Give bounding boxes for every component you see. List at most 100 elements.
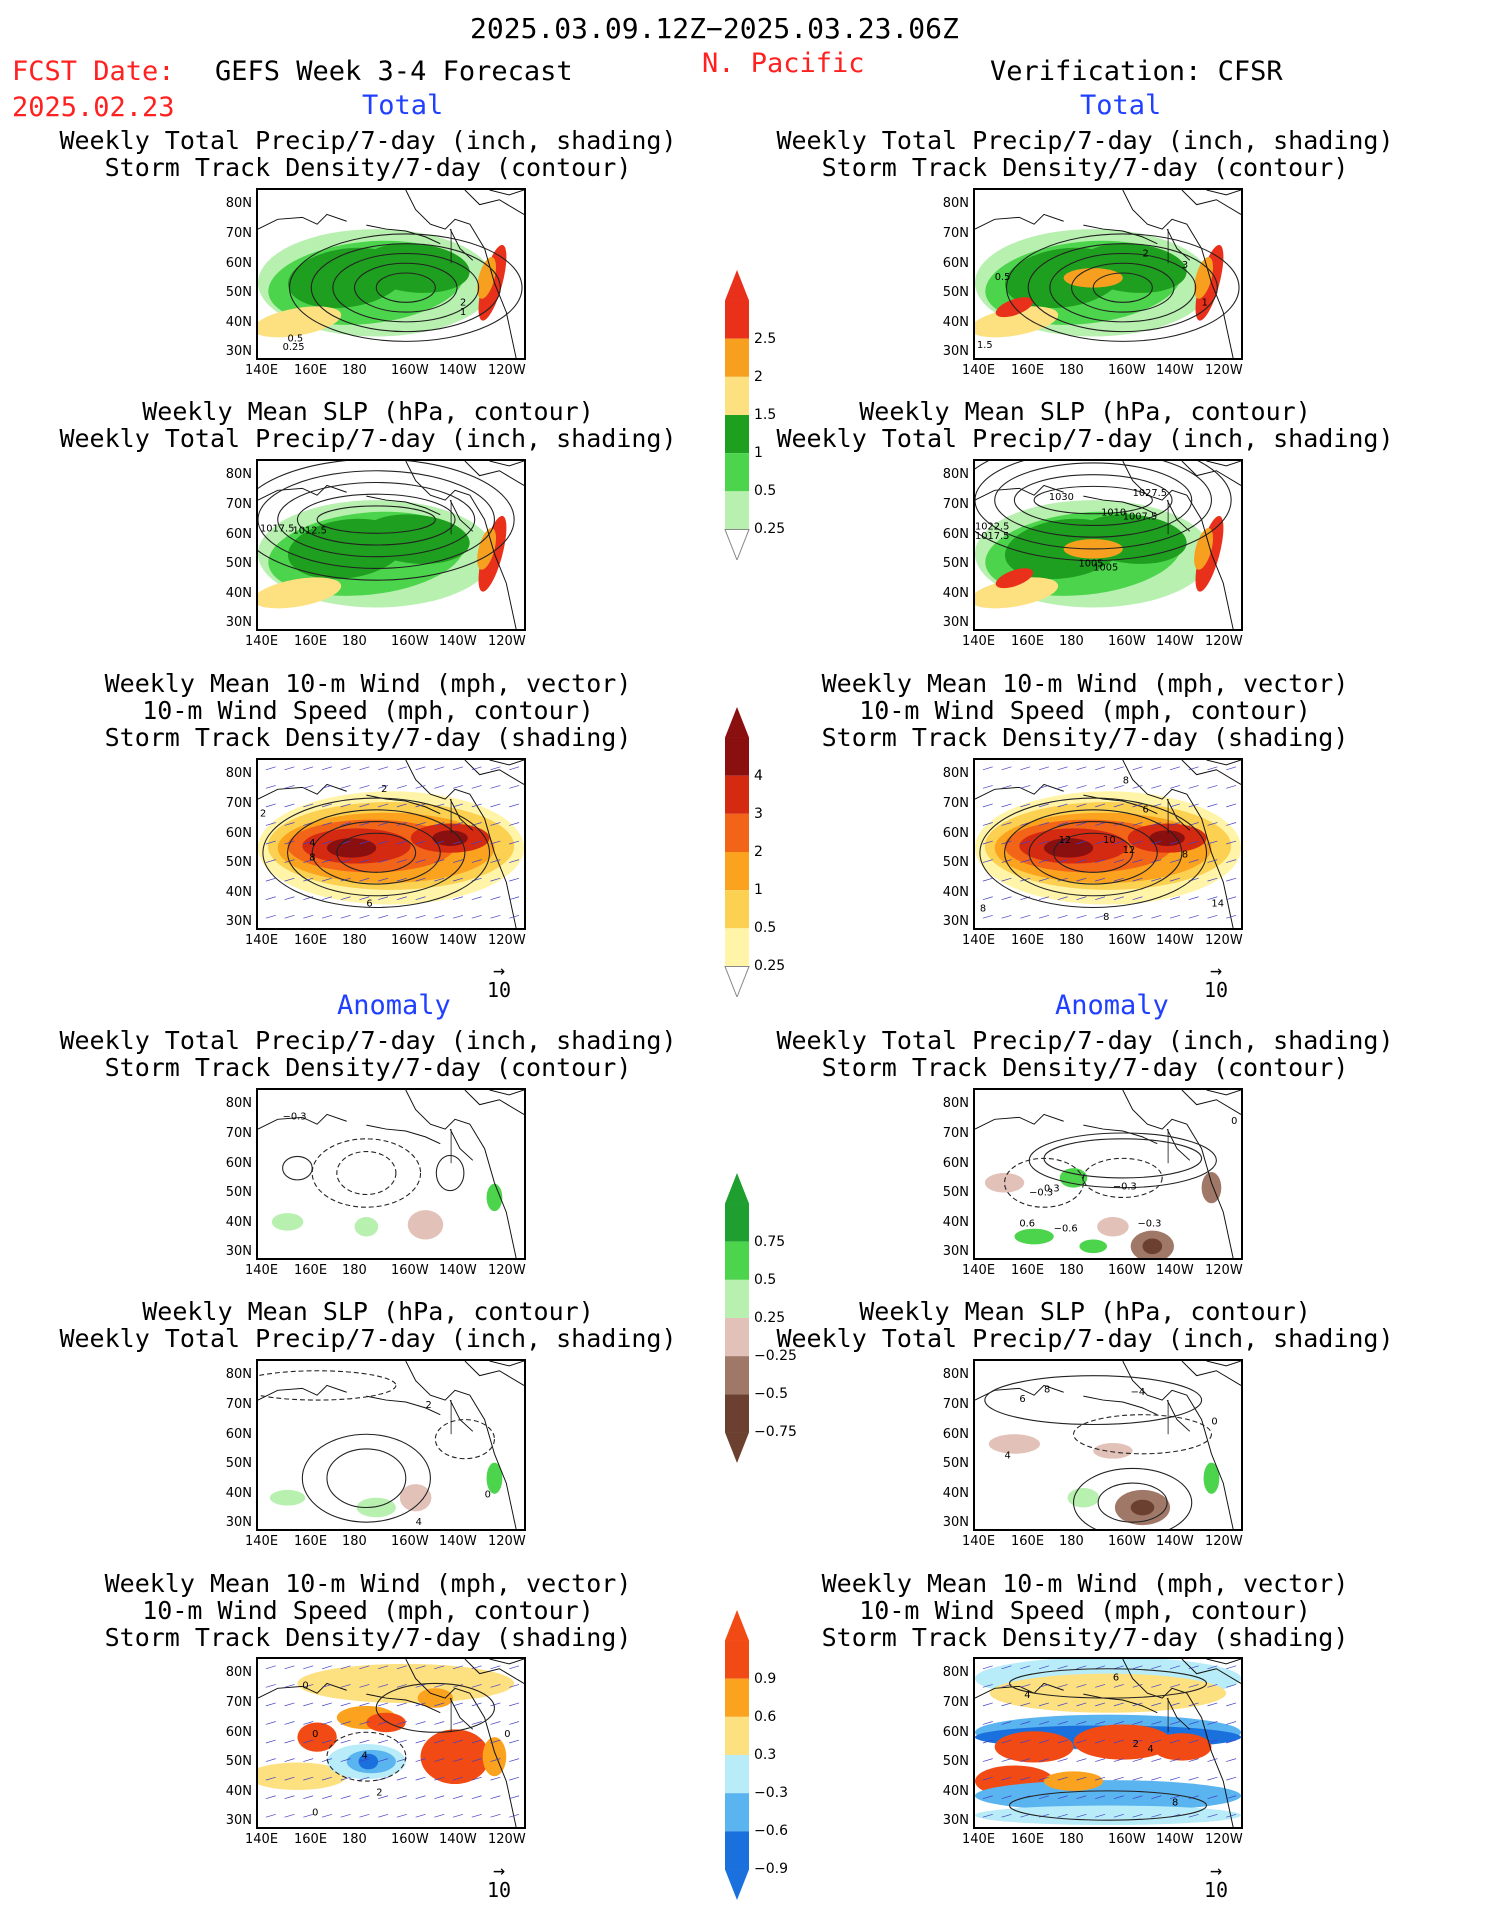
wind-vector (1151, 1702, 1162, 1707)
slp-anom-contour (434, 1419, 495, 1460)
wind-vector (321, 803, 332, 808)
panel-title-12: Weekly Mean 10-m Wind (mph, vector) 10-m … (821, 1569, 1349, 1652)
colorbar-swatch (725, 1279, 749, 1318)
colorbar-swatch (725, 813, 749, 852)
lon-tick-label: 180 (1059, 1534, 1084, 1549)
wind-vector (378, 859, 389, 863)
wind-vector (471, 766, 482, 771)
colorbar-label: −0.6 (754, 1823, 788, 1840)
wind-vector (1226, 766, 1237, 771)
wind-vector (340, 822, 351, 826)
slp-contour (1033, 485, 1153, 515)
lon-tick-label: 180 (342, 634, 367, 649)
wind-vector (452, 1758, 464, 1762)
wind-vector (321, 822, 332, 826)
lon-tick-label: 160W (391, 634, 429, 649)
map-panel-4: 1030 1027.5 1010 1007.5 1022.5 1017.5 1005 1005 (973, 459, 1243, 631)
wind-vector (378, 1758, 389, 1762)
colorbar-label: 0.5 (754, 1271, 777, 1288)
contour-label: 0 (1231, 1116, 1237, 1127)
wind-vector (378, 785, 389, 789)
wind-vector (1001, 1813, 1012, 1818)
colorbar-label: −0.25 (754, 1348, 797, 1365)
lat-tick-label: 40N (942, 315, 969, 330)
contour-label: 12 (1059, 835, 1072, 846)
storm-contour (354, 262, 458, 313)
shading (1142, 1238, 1163, 1255)
lat-tick-label: 40N (942, 1215, 969, 1230)
storm-contour (1049, 252, 1197, 323)
wind-vector (1226, 1684, 1237, 1688)
wind-vector (982, 859, 993, 863)
contour-label: 6 (366, 899, 372, 910)
vector-ref-11: → 10 (486, 1858, 512, 1902)
wind-vector (1020, 914, 1031, 919)
wind-vector (434, 822, 445, 826)
storm-anom-contour (435, 1154, 465, 1192)
wind-vector (1226, 1813, 1237, 1818)
wind-vector (415, 1684, 426, 1688)
shading (994, 1731, 1074, 1763)
wind-vector (1188, 1721, 1199, 1725)
wind-vector (509, 803, 520, 808)
coastline (366, 224, 441, 245)
slp-contour (316, 505, 436, 534)
wind-vector (1207, 1776, 1218, 1781)
wind-vector (1132, 1776, 1143, 1781)
wind-vector (284, 877, 295, 882)
wind-vector (265, 914, 276, 919)
wind-vector (359, 914, 370, 919)
lon-tick-label: 140E (962, 363, 996, 378)
shading (984, 1173, 1025, 1193)
wind-vector (1113, 1739, 1124, 1744)
wind-vector (1226, 1721, 1237, 1725)
contour-label: 1 (460, 307, 466, 318)
wind-vector (1207, 1795, 1218, 1800)
wind-vector (265, 785, 276, 789)
wind-vector (265, 1795, 276, 1800)
wind-vector (982, 1758, 993, 1762)
lat-tick-label: 40N (225, 1215, 252, 1230)
contour-label: 3 (1182, 260, 1188, 271)
map-panel-8: −0.3 0.3 −0.3 0.6 −0.6 −0.3 0 (973, 1088, 1243, 1260)
contour-label: 0 (1211, 1417, 1217, 1428)
lat-tick-label: 50N (942, 855, 969, 870)
slp-contour (258, 470, 495, 569)
lon-tick-label: 180 (342, 933, 367, 948)
wind-vector (1001, 1665, 1012, 1670)
lon-tick-label: 120W (488, 1534, 526, 1549)
lat-tick-label: 70N (225, 1397, 252, 1412)
wind-vector (509, 1665, 520, 1670)
colorbar-label: −0.5 (754, 1386, 788, 1403)
lon-tick-label: 160E (294, 634, 328, 649)
wind-vector (378, 1684, 389, 1688)
wind-vector (359, 785, 370, 789)
wind-vector (1095, 859, 1106, 863)
wind-vector (1207, 859, 1218, 863)
vector-ref-5: → 10 (486, 958, 512, 1002)
wind-vector (1188, 1758, 1199, 1762)
lon-tick-label: 180 (342, 1534, 367, 1549)
wind-vector (1095, 1813, 1106, 1818)
wind-anom-contour (1008, 1668, 1208, 1699)
wind-vector (1132, 1702, 1143, 1707)
lat-tick-label: 60N (942, 527, 969, 542)
wind-vector (1020, 1684, 1031, 1688)
shading (297, 1663, 515, 1703)
lat-tick-label: 80N (225, 1096, 252, 1111)
colorbar-label: −0.3 (754, 1785, 788, 1802)
wind-vector (490, 1813, 501, 1818)
lon-tick-label: 120W (488, 634, 526, 649)
wind-vector (982, 1684, 993, 1688)
wind-vector (378, 822, 389, 826)
wind-vector (284, 914, 295, 919)
wind-vector (471, 1665, 482, 1670)
wind-vector (1076, 803, 1087, 808)
wind-vector (434, 1702, 445, 1707)
wind-vector (284, 803, 295, 808)
wind-vector (509, 1758, 520, 1762)
lon-tick-label: 120W (1205, 634, 1243, 649)
lat-tick-label: 60N (225, 527, 252, 542)
lon-tick-label: 180 (1059, 1263, 1084, 1278)
wind-vector (434, 1795, 445, 1800)
